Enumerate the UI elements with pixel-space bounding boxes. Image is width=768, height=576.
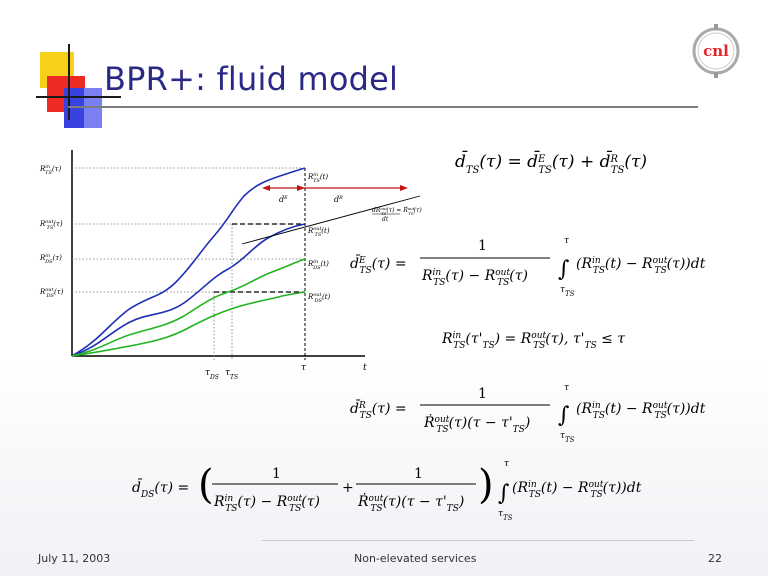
svg-text:1: 1 <box>478 238 487 254</box>
svg-text:τTS: τTS <box>560 431 575 444</box>
footer-divider <box>262 540 694 541</box>
label-derivative: dRout TS(τ) = Ṙout TS(τ) <box>372 206 422 216</box>
svg-text:d̄DS(τ) =: d̄DS(τ) = <box>132 478 189 500</box>
title-horizontal-rule-short <box>36 96 121 98</box>
arrow-head-right <box>400 185 408 191</box>
svg-text:τ: τ <box>564 383 570 393</box>
series-line-ds-out <box>71 291 306 357</box>
svg-text:∫: ∫ <box>498 481 510 506</box>
svg-text:τTS: τTS <box>560 285 575 298</box>
equation-4: d̄R TS(τ) = 1 Ṙout TS(τ)(τ − τ'TS) ∫ τ τTS… <box>350 383 706 444</box>
arrow-head-mid <box>297 185 305 191</box>
x-axis-label-t: t <box>363 363 367 373</box>
equation-3: Rin TS(τ'TS) = Rout TS(τ), τ'TS ≤ τ <box>441 331 625 351</box>
footer-title: Non-elevated services <box>354 552 477 565</box>
svg-text:1: 1 <box>414 466 423 482</box>
svg-text:(: ( <box>198 462 214 508</box>
series-line-ds-in <box>71 258 306 357</box>
series-line-ts-in <box>71 167 306 357</box>
svg-text:∫: ∫ <box>558 257 570 282</box>
series-line-ts-out <box>71 223 306 357</box>
svg-text:d̄ETS(τ) =: d̄E TS(τ) = <box>350 254 407 276</box>
tangent-line <box>241 195 421 245</box>
svg-text:∫: ∫ <box>558 403 570 428</box>
equation-1: d̄TS(τ) = d̄E TS(τ) + d̄R TS(τ) <box>455 149 647 175</box>
footer-page-number: 22 <box>708 552 722 565</box>
svg-text:+: + <box>342 480 354 496</box>
equation-5: d̄DS(τ) = ( 1 Rin TS(τ) − Rout TS(τ) + 1 Ṙ… <box>132 459 642 522</box>
svg-text:τ: τ <box>504 459 510 469</box>
label-derivative-dt: dt <box>382 216 389 223</box>
svg-text:1: 1 <box>272 466 281 482</box>
x-tick-label-tau: τ <box>301 363 307 373</box>
svg-text:d̄TS(τ) = d̄ETS(τ) + d̄RTS(τ): d̄TS(τ) = d̄E TS(τ) + d̄R TS(τ) <box>455 149 647 175</box>
footer-date: July 11, 2003 <box>38 552 111 565</box>
decor-blue-block-light <box>84 88 102 128</box>
svg-text:): ) <box>478 462 494 508</box>
title-underline <box>68 106 698 108</box>
svg-text:τ: τ <box>564 236 570 246</box>
arrow-head-left <box>262 185 270 191</box>
slide-title: BPR+: fluid model <box>104 60 399 98</box>
label-dR: dR <box>334 195 343 204</box>
svg-text:τTS: τTS <box>498 509 513 522</box>
svg-text:1: 1 <box>478 386 487 402</box>
label-dE: dE <box>279 195 288 204</box>
logo-text: cnl <box>703 42 729 60</box>
cnl-logo-icon: cnl <box>692 24 740 78</box>
equation-2: d̄E TS(τ) = 1 Rin TS(τ) − Rout TS(τ) ∫ τ τT… <box>350 236 706 298</box>
title-vertical-rule <box>68 44 70 120</box>
svg-text:d̄RTS(τ) =: d̄R TS(τ) = <box>350 399 407 421</box>
